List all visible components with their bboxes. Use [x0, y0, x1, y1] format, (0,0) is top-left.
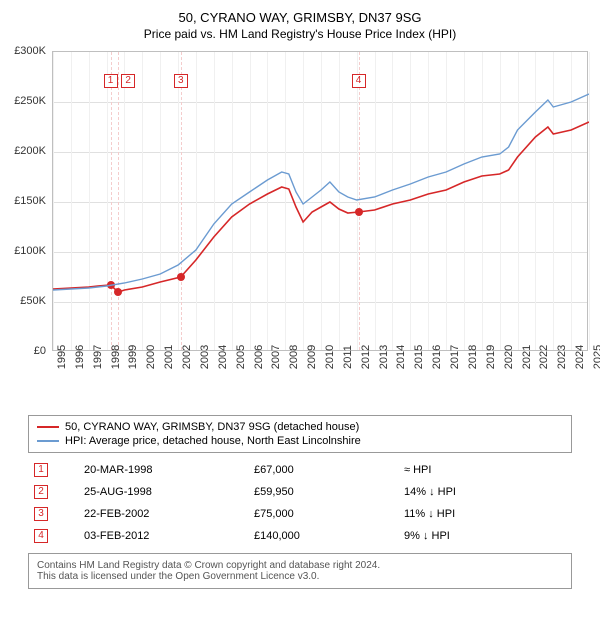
x-tick-label: 2017 — [449, 345, 461, 369]
legend-swatch — [37, 440, 59, 442]
event-price: £67,000 — [248, 459, 398, 481]
table-row: 4 03-FEB-2012£140,0009% ↓ HPI — [28, 525, 572, 547]
chart: 1234 £0 £50K £100K £150K £200K £250K £300K 1995… — [8, 47, 592, 407]
event-number: 4 — [34, 529, 48, 543]
table-row: 3 22-FEB-2002£75,00011% ↓ HPI — [28, 503, 572, 525]
footer-line-1: Contains HM Land Registry data © Crown c… — [37, 560, 563, 571]
x-tick-label: 2022 — [538, 345, 550, 369]
x-tick-label: 2019 — [485, 345, 497, 369]
x-tick-label: 2012 — [360, 345, 372, 369]
x-tick-label: 2020 — [503, 345, 515, 369]
y-tick-label: £200K — [8, 145, 46, 157]
x-tick-label: 2010 — [324, 345, 336, 369]
x-tick-label: 2024 — [574, 345, 586, 369]
x-tick-label: 2008 — [288, 345, 300, 369]
y-tick-label: £300K — [8, 45, 46, 57]
x-tick-label: 1999 — [127, 345, 139, 369]
event-note: 9% ↓ HPI — [398, 525, 572, 547]
event-date: 25-AUG-1998 — [78, 481, 248, 503]
x-tick-label: 1998 — [110, 345, 122, 369]
event-date: 20-MAR-1998 — [78, 459, 248, 481]
x-tick-label: 2025 — [592, 345, 600, 369]
x-tick-label: 2000 — [145, 345, 157, 369]
x-tick-label: 2015 — [413, 345, 425, 369]
x-tick-label: 2023 — [556, 345, 568, 369]
x-tick-label: 1995 — [56, 345, 68, 369]
footer: Contains HM Land Registry data © Crown c… — [28, 553, 572, 589]
legend-item: HPI: Average price, detached house, Nort… — [37, 434, 563, 448]
event-number: 1 — [34, 463, 48, 477]
x-tick-label: 2003 — [199, 345, 211, 369]
event-note: 14% ↓ HPI — [398, 481, 572, 503]
plot-area: 1234 — [52, 51, 588, 351]
x-tick-label: 2004 — [217, 345, 229, 369]
event-number: 3 — [34, 507, 48, 521]
page-subtitle: Price paid vs. HM Land Registry's House … — [8, 27, 592, 41]
events-table: 1 20-MAR-1998£67,000≈ HPI 2 25-AUG-1998£59,… — [28, 459, 572, 547]
y-tick-label: £50K — [8, 295, 46, 307]
x-tick-label: 2016 — [431, 345, 443, 369]
event-number: 2 — [34, 485, 48, 499]
table-row: 1 20-MAR-1998£67,000≈ HPI — [28, 459, 572, 481]
table-row: 2 25-AUG-1998£59,95014% ↓ HPI — [28, 481, 572, 503]
event-price: £140,000 — [248, 525, 398, 547]
series-line — [53, 94, 589, 290]
x-tick-label: 2002 — [181, 345, 193, 369]
event-date: 03-FEB-2012 — [78, 525, 248, 547]
legend-label: 50, CYRANO WAY, GRIMSBY, DN37 9SG (detac… — [65, 421, 359, 433]
legend-label: HPI: Average price, detached house, Nort… — [65, 435, 361, 447]
legend-swatch — [37, 426, 59, 428]
x-tick-label: 2013 — [378, 345, 390, 369]
x-tick-label: 2007 — [270, 345, 282, 369]
event-price: £59,950 — [248, 481, 398, 503]
y-tick-label: £0 — [8, 345, 46, 357]
page-title: 50, CYRANO WAY, GRIMSBY, DN37 9SG — [8, 10, 592, 25]
x-tick-label: 1996 — [74, 345, 86, 369]
footer-line-2: This data is licensed under the Open Gov… — [37, 571, 563, 582]
legend: 50, CYRANO WAY, GRIMSBY, DN37 9SG (detac… — [28, 415, 572, 453]
event-price: £75,000 — [248, 503, 398, 525]
x-tick-label: 2011 — [342, 345, 354, 369]
x-tick-label: 2006 — [253, 345, 265, 369]
x-tick-label: 2005 — [235, 345, 247, 369]
legend-item: 50, CYRANO WAY, GRIMSBY, DN37 9SG (detac… — [37, 420, 563, 434]
x-tick-label: 2001 — [163, 345, 175, 369]
y-tick-label: £100K — [8, 245, 46, 257]
y-tick-label: £150K — [8, 195, 46, 207]
x-tick-label: 2014 — [395, 345, 407, 369]
x-tick-label: 2021 — [521, 345, 533, 369]
event-note: ≈ HPI — [398, 459, 572, 481]
x-tick-label: 2018 — [467, 345, 479, 369]
event-note: 11% ↓ HPI — [398, 503, 572, 525]
x-tick-label: 1997 — [92, 345, 104, 369]
x-tick-label: 2009 — [306, 345, 318, 369]
y-tick-label: £250K — [8, 95, 46, 107]
event-date: 22-FEB-2002 — [78, 503, 248, 525]
